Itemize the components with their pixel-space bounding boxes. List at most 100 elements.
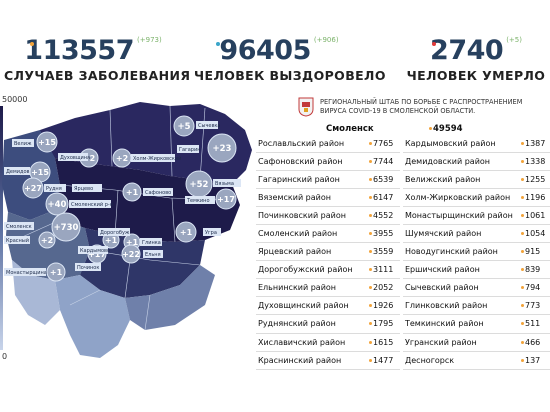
bubble-monastyrshchina: +1 <box>46 262 66 282</box>
district-dot-icon <box>521 160 524 164</box>
bubble-demidov-value: +15 <box>31 168 49 177</box>
district-dot-icon <box>369 322 372 326</box>
district-value: 511 <box>525 319 541 329</box>
district-dot-icon <box>521 268 524 272</box>
bubble-yartsevo: +1 <box>122 182 142 202</box>
bubble-temkino: +17 <box>215 188 237 210</box>
bubble-gagarin-value: +23 <box>213 144 232 154</box>
district-name: Демидовский район <box>405 157 491 167</box>
bubble-rudnya: +27 <box>22 177 44 199</box>
recovered-dot-icon <box>216 42 220 46</box>
deaths-value: 2740 <box>430 35 504 66</box>
legend-max: 50000 <box>2 95 28 104</box>
bubble-krasny: +2 <box>38 231 56 249</box>
district-dot-icon <box>521 250 524 254</box>
district-row: Смоленский район 3955 <box>256 225 400 244</box>
district-dot-icon <box>521 304 524 308</box>
label-yartsevo: Ярцево <box>74 186 93 192</box>
label-smolensk: Смоленск <box>6 224 32 230</box>
district-value: 6147 <box>373 193 394 203</box>
districts-left-list: Рославльский район 7765 Сафоновский район 7… <box>256 135 400 370</box>
bubble-velizh-value: +15 <box>38 138 56 147</box>
district-row: Кардымовский район 1387 <box>403 135 550 154</box>
district-row: Дорогобужский район 3111 <box>256 261 400 280</box>
district-value: 794 <box>525 283 541 293</box>
district-value: 1196 <box>525 193 546 203</box>
district-name: Холм-Жирковский район <box>405 193 511 203</box>
district-row: Гагаринский район 6539 <box>256 171 400 190</box>
bubble-gagarin: +23 <box>207 133 237 163</box>
district-row: Холм-Жирковский район 1196 <box>403 189 550 208</box>
district-name: Темкинский район <box>405 319 484 329</box>
district-dot-icon <box>521 142 524 145</box>
bubble-glinka-value: +1 <box>126 238 139 247</box>
map-region-far-south <box>55 275 130 358</box>
district-row: Краснинский район 1477 <box>256 352 400 370</box>
district-row: Сафоновский район 7744 <box>256 153 400 172</box>
label-rudnya: Рудня <box>46 186 62 192</box>
bubble-kardymovo-value: +1 <box>105 236 118 245</box>
district-row: Монастырщинский район 1061 <box>403 207 550 226</box>
label-temkino: Темкино <box>186 198 210 204</box>
deaths-stat: 2740 (+5) ЧЕЛОВЕК УМЕРЛО <box>402 35 550 84</box>
district-name: Смоленский район <box>258 229 338 239</box>
district-row: Глинковский район 773 <box>403 297 550 316</box>
district-value: 839 <box>525 265 541 275</box>
capital-name: Смоленск <box>326 124 374 134</box>
bubble-smolensk: +730 <box>51 212 81 242</box>
bubble-pochinok-value: +17 <box>88 250 106 259</box>
district-name: Руднянский район <box>258 319 336 329</box>
label-krasny: Красный <box>6 237 29 244</box>
district-value: 1795 <box>373 319 394 329</box>
label-ugra: Угра <box>205 230 217 236</box>
recovered-stat: 96405 (+906) ЧЕЛОВЕК ВЫЗДОРОВЕЛО <box>194 36 385 84</box>
bubble-smolensk-value: +730 <box>54 223 79 233</box>
district-name: Сычевский район <box>405 283 479 293</box>
cases-stat: 113557 (+973) СЛУЧАЕВ ЗАБОЛЕВАНИЯ <box>4 35 190 84</box>
district-row: Хиславичский район 1615 <box>256 334 400 352</box>
label-vyazma: Вязьма <box>215 181 234 187</box>
label-glinka: Глинка <box>142 240 161 246</box>
bubble-yelnya-value: +22 <box>122 250 140 259</box>
district-row: Ярцевский район 3559 <box>256 243 400 262</box>
district-value: 1615 <box>373 337 394 347</box>
capital-value: 49594 <box>428 124 463 134</box>
cases-value: 113557 <box>24 35 135 66</box>
district-name: Хиславичский район <box>258 337 346 347</box>
bubble-vyazma-value: +52 <box>190 180 209 190</box>
bubble-sychevka: +5 <box>173 115 195 137</box>
district-row: Вяземский район 6147 <box>256 189 400 208</box>
district-value: 137 <box>525 355 541 365</box>
bubble-ugra: +1 <box>175 221 197 243</box>
bubble-velizh: +15 <box>36 131 58 153</box>
label-safonovo: Сафоново <box>145 190 171 196</box>
district-name: Дорогобужский район <box>258 265 353 275</box>
deaths-caption: ЧЕЛОВЕК УМЕРЛО <box>406 68 546 83</box>
district-dot-icon <box>521 286 524 290</box>
district-name: Рославльский район <box>258 139 345 148</box>
headquarters-line1: РЕГИОНАЛЬНЫЙ ШТАБ ПО БОРЬБЕ С РАСПРОСТРА… <box>320 98 523 106</box>
district-value: 1387 <box>525 139 546 148</box>
district-name: Сафоновский район <box>258 157 343 167</box>
map-region-lower-west <box>12 260 60 325</box>
district-value: 1338 <box>525 157 546 167</box>
district-row: Велижский район 1255 <box>403 171 550 190</box>
district-row: Руднянский район 1795 <box>256 315 400 334</box>
district-name: Ельнинский район <box>258 283 337 293</box>
bubble-ugra-value: +1 <box>180 228 193 237</box>
district-value: 3559 <box>373 247 394 257</box>
map-region-center <box>55 158 240 242</box>
district-value: 466 <box>525 337 541 347</box>
cases-dot-icon <box>30 42 34 46</box>
district-name: Починковский район <box>258 211 346 221</box>
district-value: 1061 <box>525 211 546 221</box>
district-row: Ельнинский район 2052 <box>256 279 400 298</box>
label-velizh: Велиж <box>14 141 32 147</box>
district-name: Монастырщинский район <box>405 211 513 221</box>
district-name: Новодугинский район <box>405 247 498 257</box>
district-name: Угранский район <box>405 337 477 347</box>
district-dot-icon <box>369 304 372 308</box>
coat-of-arms-icon <box>298 97 314 117</box>
label-sychevka: Сычевка <box>198 123 221 129</box>
district-row: Угранский район 466 <box>403 334 550 352</box>
